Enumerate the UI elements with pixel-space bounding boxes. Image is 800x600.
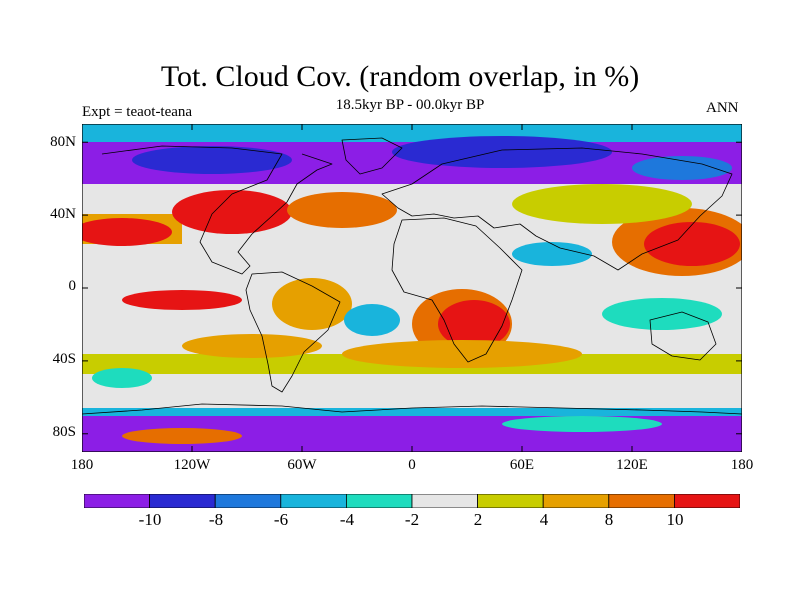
coastline-africa (391, 217, 523, 363)
map-field (82, 124, 742, 452)
colorbar-swatch (84, 494, 150, 508)
colorbar-label: -6 (273, 510, 289, 529)
colorbar-swatch (214, 494, 282, 508)
colorbar-label: -10 (138, 510, 162, 529)
colorbar-label: 8 (604, 510, 614, 529)
lon-label-60e: 60E (509, 457, 535, 473)
colorbar-label: 4 (539, 510, 549, 529)
lat-label-0: 0 (68, 278, 77, 294)
lon-label-60w: 60W (287, 457, 317, 473)
lon-label-120e: 120E (616, 457, 648, 473)
colorbar-swatch (345, 494, 413, 508)
plot-title: Tot. Cloud Cov. (random overlap, in %) (160, 60, 640, 93)
lat-label-40s: 40S (52, 351, 76, 367)
lon-label-0: 0 (408, 457, 416, 473)
colorbar (84, 494, 740, 508)
lon-label-120w: 120W (173, 457, 211, 473)
season-label: ANN (706, 100, 739, 116)
coastline-south-america (245, 271, 341, 393)
colorbar-label: -8 (208, 510, 224, 529)
lon-label-180e: 180 (730, 457, 754, 473)
colorbar-swatch (542, 494, 610, 508)
colorbar-swatch (477, 494, 544, 508)
colorbar-swatch (149, 494, 216, 508)
colorbar-label: 2 (473, 510, 483, 529)
colorbar-swatch (608, 494, 675, 508)
coastlines (82, 137, 742, 415)
coastline-north-america (101, 145, 333, 275)
coastline-europe-asia (381, 147, 733, 271)
colorbar-swatch (674, 494, 740, 508)
lat-label-80s: 80S (52, 424, 76, 440)
colorbar-label: -4 (339, 510, 355, 529)
lon-label-180w: 180 (70, 457, 94, 473)
colorbar-label: 10 (666, 510, 684, 529)
colorbar-swatch (411, 494, 478, 508)
lat-label-80n: 80N (50, 134, 76, 150)
coastline-australia (649, 311, 717, 361)
colorbar-swatches (84, 494, 740, 508)
plot-subtitle: 18.5kyr BP - 00.0kyr BP (335, 97, 485, 113)
colorbar-swatch (280, 494, 347, 508)
coastline-greenland (341, 137, 403, 175)
colorbar-label: -2 (404, 510, 420, 529)
coastline-antarctica (82, 403, 742, 415)
lat-label-40n: 40N (50, 206, 76, 222)
cloud-cover-map (82, 124, 742, 452)
experiment-label: Expt = teaot-teana (82, 104, 193, 120)
map-ticks (82, 124, 742, 452)
